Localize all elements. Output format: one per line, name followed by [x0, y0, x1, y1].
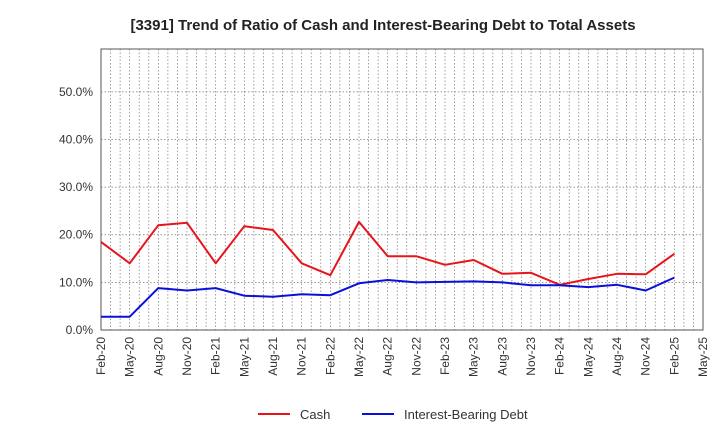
x-tick-label: Aug-21 — [266, 337, 280, 376]
x-tick-label: Feb-21 — [209, 337, 223, 375]
y-tick-label: 0.0% — [66, 323, 94, 337]
x-tick-label: May-22 — [352, 337, 366, 377]
legend: Cash Interest-Bearing Debt — [258, 407, 528, 422]
x-tick-label: Nov-21 — [295, 337, 309, 376]
x-tick-label: May-25 — [696, 337, 710, 377]
y-tick-label: 40.0% — [59, 132, 93, 146]
x-tick-label: May-24 — [581, 337, 595, 377]
x-tick-label: Aug-24 — [610, 337, 624, 376]
x-tick-label: Aug-23 — [495, 337, 509, 376]
y-tick-label: 50.0% — [59, 85, 93, 99]
x-tick-label: Feb-20 — [94, 337, 108, 375]
x-tick-label: Feb-23 — [438, 337, 452, 375]
x-tick-label: Aug-22 — [381, 337, 395, 376]
x-axis-tick-labels: Feb-20 May-20 Aug-20 Nov-20 Feb-21 May-21 Aug-… — [94, 337, 710, 377]
series-lines — [100, 220, 675, 318]
x-tick-label: Nov-20 — [180, 337, 194, 376]
x-tick-label: Feb-22 — [323, 337, 337, 375]
series-line-interest-bearing-debt — [101, 276, 675, 318]
plot-area-frame — [100, 48, 704, 331]
y-tick-label: 30.0% — [59, 180, 93, 194]
x-tick-label: Feb-24 — [553, 337, 567, 375]
x-tick-label: May-21 — [237, 337, 251, 377]
x-tick-label: Nov-24 — [639, 337, 653, 376]
chart-title: [3391] Trend of Ratio of Cash and Intere… — [130, 17, 635, 34]
x-tick-label: Nov-22 — [409, 337, 423, 376]
y-tick-label: 20.0% — [59, 228, 93, 242]
x-tick-label: Aug-20 — [151, 337, 165, 376]
legend-label: Interest-Bearing Debt — [404, 407, 528, 422]
y-tick-label: 10.0% — [59, 275, 93, 289]
x-tick-label: Nov-23 — [524, 337, 538, 376]
series-line-cash — [100, 220, 675, 286]
y-axis-tick-labels: 0.0% 10.0% 20.0% 30.0% 40.0% 50.0% — [59, 85, 93, 337]
x-tick-label: Feb-25 — [667, 337, 681, 375]
x-tick-label: May-23 — [467, 337, 481, 377]
legend-label: Cash — [300, 407, 330, 422]
grid-lines — [101, 49, 703, 330]
x-tick-label: May-20 — [123, 337, 137, 377]
